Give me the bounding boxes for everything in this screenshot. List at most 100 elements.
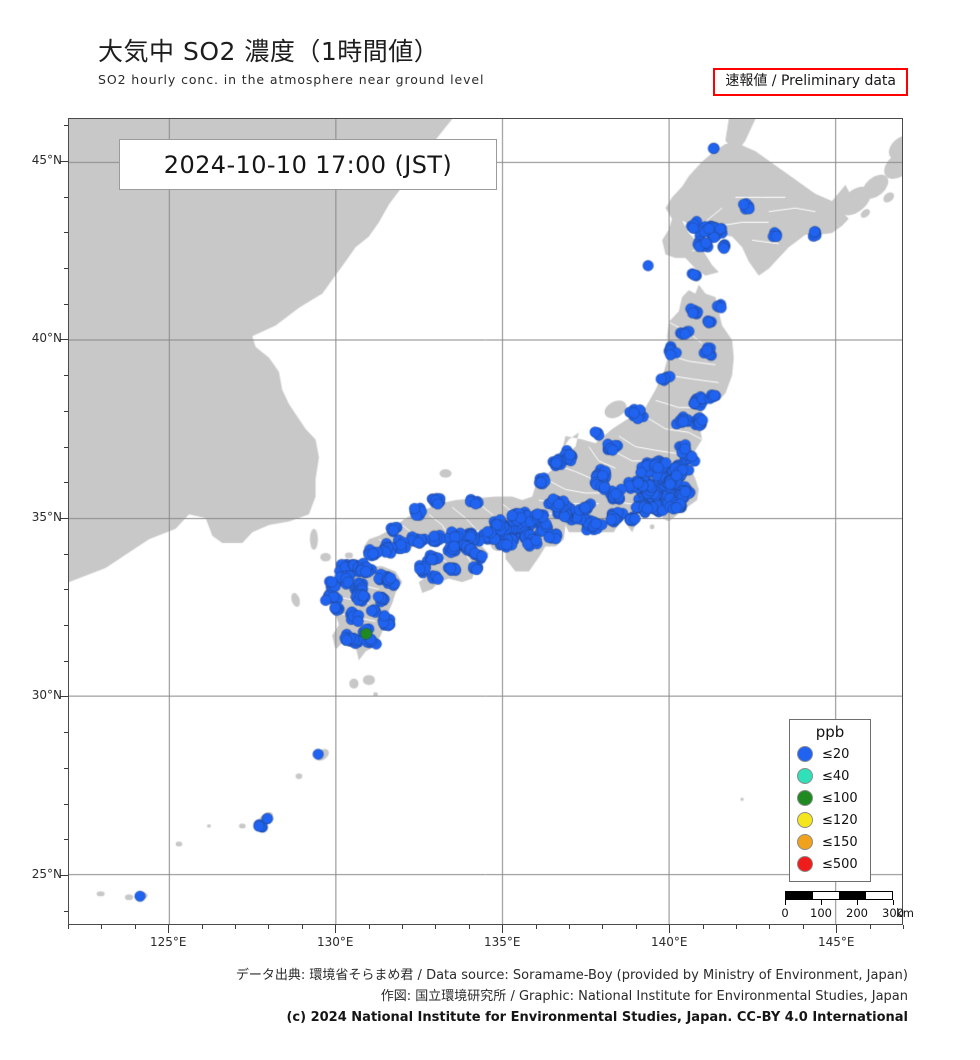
title-block: 大気中 SO2 濃度（1時間値） SO2 hourly conc. in the… xyxy=(98,37,718,87)
lat-tick-minor xyxy=(64,589,68,591)
preliminary-data-badge: 速報値 / Preliminary data xyxy=(713,68,908,97)
legend-swatch-icon xyxy=(797,834,813,850)
lon-tick-major xyxy=(669,925,671,933)
scale-bar-segments xyxy=(785,891,893,900)
scale-bar: 0 100 200 300 km xyxy=(781,891,914,920)
footer: データ出典: 環境省そらまめ君 / Data source: Soramame-… xyxy=(0,965,908,1028)
lat-tick-minor xyxy=(64,660,68,662)
lon-tick-minor xyxy=(435,925,437,929)
scale-bar-ticks xyxy=(785,900,894,905)
scale-tick xyxy=(785,900,786,905)
lon-tick-minor xyxy=(769,925,771,929)
lat-tick-major xyxy=(60,517,68,519)
footer-line-1: 作図: 国立環境研究所 / Graphic: National Institut… xyxy=(380,989,908,1005)
lon-tick-minor xyxy=(368,925,370,929)
legend-box: ppb ≤20 ≤40 ≤100 ≤120 ≤150 ≤500 xyxy=(789,719,871,882)
lon-label-125: 125°E xyxy=(149,935,187,949)
scale-label: 100 xyxy=(810,906,832,920)
scale-tick xyxy=(893,900,894,905)
lat-tick-minor xyxy=(64,303,68,305)
legend-swatch-icon xyxy=(797,768,813,784)
lon-tick-minor xyxy=(235,925,236,929)
scale-bar-labels: 0 100 200 300 km xyxy=(781,906,914,920)
map-canvas[interactable] xyxy=(69,119,902,924)
legend-swatch-icon xyxy=(797,812,813,828)
lat-tick-minor xyxy=(64,267,68,269)
lon-tick-minor xyxy=(134,925,136,929)
scale-label: 0 xyxy=(781,906,789,920)
map-plot-frame[interactable] xyxy=(68,118,903,925)
lon-tick-minor xyxy=(268,925,270,929)
lat-tick-minor xyxy=(64,839,68,841)
lat-tick-minor xyxy=(64,625,68,627)
legend-item-label: ≤100 xyxy=(822,790,858,806)
lon-tick-minor xyxy=(569,925,570,929)
lon-tick-minor xyxy=(201,925,203,929)
legend-title: ppb xyxy=(815,723,845,741)
lat-tick-minor xyxy=(64,446,68,448)
lon-label-140: 140°E xyxy=(650,935,688,949)
legend-item-5[interactable]: ≤500 xyxy=(790,853,870,875)
lon-label-145: 145°E xyxy=(817,935,855,949)
lat-tick-minor xyxy=(64,803,68,805)
lat-label-35: 35°N xyxy=(31,509,62,524)
lat-label-30: 30°N xyxy=(31,688,62,703)
scale-segment xyxy=(786,892,813,899)
page-subtitle: SO2 hourly conc. in the atmosphere near … xyxy=(98,71,485,87)
legend-item-label: ≤500 xyxy=(822,856,858,872)
legend-swatch-icon xyxy=(797,790,813,806)
legend-swatch-icon xyxy=(797,746,813,762)
lon-tick-minor xyxy=(535,925,537,929)
lon-tick-major xyxy=(168,925,170,933)
lat-label-40: 40°N xyxy=(31,331,62,346)
page-title: 大気中 SO2 濃度（1時間値） xyxy=(98,37,440,66)
lat-tick-major xyxy=(60,875,68,876)
lon-tick-minor xyxy=(635,925,637,929)
scale-tick xyxy=(857,900,858,905)
lon-tick-major xyxy=(502,925,504,933)
lon-tick-minor xyxy=(402,925,403,929)
lat-tick-minor xyxy=(64,410,68,412)
legend-item-label: ≤120 xyxy=(822,812,858,828)
lon-tick-minor xyxy=(468,925,470,929)
legend-item-label: ≤150 xyxy=(822,834,858,850)
lat-tick-major xyxy=(60,696,68,698)
lat-tick-minor xyxy=(64,767,68,769)
legend-item-2[interactable]: ≤100 xyxy=(790,787,870,809)
lat-tick-major xyxy=(60,339,68,341)
scale-tick xyxy=(821,900,822,905)
timestamp-box: 2024-10-10 17:00 (JST) xyxy=(119,139,497,190)
lon-label-130: 130°E xyxy=(316,935,354,949)
lat-tick-minor xyxy=(64,232,68,234)
legend-item-0[interactable]: ≤20 xyxy=(790,743,870,765)
lon-tick-minor xyxy=(602,925,604,929)
lon-tick-minor xyxy=(301,925,303,929)
lon-tick-minor xyxy=(101,925,103,929)
scale-segment xyxy=(865,892,892,899)
legend-swatch-icon xyxy=(797,856,813,872)
scale-unit-label: km xyxy=(896,906,914,920)
lon-tick-minor xyxy=(736,925,737,929)
scale-segment xyxy=(812,892,839,899)
lat-tick-minor xyxy=(64,553,68,555)
lat-tick-minor xyxy=(64,125,68,127)
lon-tick-minor xyxy=(802,925,804,929)
lon-tick-minor xyxy=(68,925,69,929)
lon-tick-major xyxy=(335,925,337,933)
footer-line-2: (c) 2024 National Institute for Environm… xyxy=(286,1010,908,1026)
legend-item-label: ≤20 xyxy=(822,746,850,762)
lat-tick-minor xyxy=(64,196,68,198)
legend-item-3[interactable]: ≤120 xyxy=(790,809,870,831)
lon-tick-minor xyxy=(903,925,904,929)
lat-tick-minor xyxy=(64,732,68,734)
lat-tick-major xyxy=(60,160,68,162)
legend-item-1[interactable]: ≤40 xyxy=(790,765,870,787)
lat-label-45: 45°N xyxy=(31,152,62,167)
scale-label: 300 xyxy=(882,906,904,920)
legend-item-4[interactable]: ≤150 xyxy=(790,831,870,853)
footer-line-0: データ出典: 環境省そらまめ君 / Data source: Soramame-… xyxy=(235,968,908,983)
scale-label: 200 xyxy=(846,906,868,920)
lon-tick-major xyxy=(836,925,838,933)
lat-tick-minor xyxy=(64,482,68,484)
legend-rows: ≤20 ≤40 ≤100 ≤120 ≤150 ≤500 xyxy=(790,743,870,875)
